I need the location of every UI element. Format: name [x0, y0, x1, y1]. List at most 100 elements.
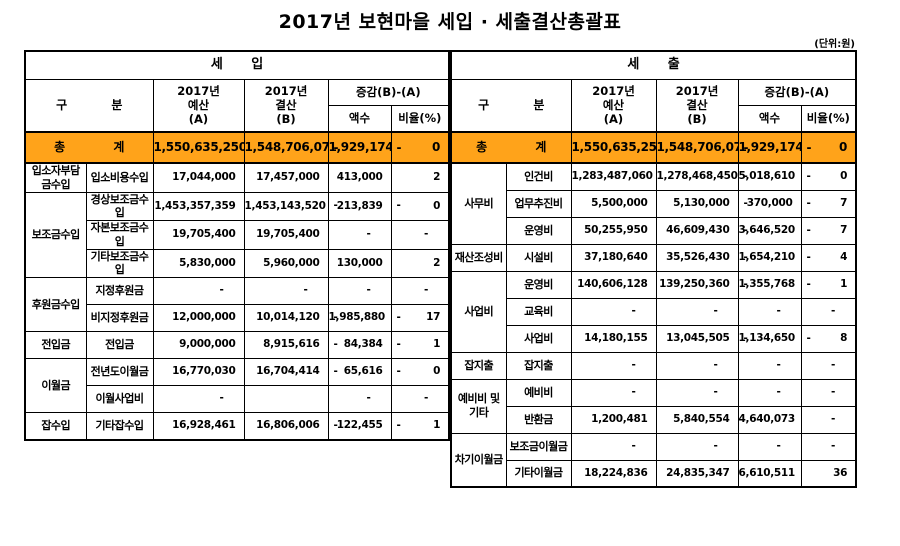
diff-ratio-cell: -	[390, 385, 450, 413]
item-cell: 업무추진비	[505, 189, 572, 218]
group-cell: 보조금수입	[24, 191, 87, 278]
budget-cell: -	[570, 351, 657, 380]
item-cell: 교육비	[505, 297, 572, 326]
diff-amount-cell: -1,654,210	[737, 243, 802, 272]
income-table: 세 입 구 분 2017년 예산 (A) 2017년 결산 (B) 증감(B)-…	[24, 50, 451, 441]
settlement-header: 2017년 결산 (B)	[243, 78, 329, 133]
settlement-cell: 1,548,706,076	[243, 131, 329, 164]
table-row: 기타이월금 18,224,836 24,835,347 6,610,511 36	[451, 459, 857, 488]
diff-amount-cell: 4,640,073	[737, 405, 802, 434]
table-row: 이월금 전년도이월금 16,770,030 16,704,414 -65,616…	[24, 358, 450, 413]
settlement-cell: 1,453,143,520	[243, 191, 329, 221]
budget-cell: 37,180,640	[570, 243, 657, 272]
settlement-cell: -	[243, 277, 329, 305]
diff-amount-cell: -213,839	[327, 191, 392, 221]
budget-cell: 1,283,487,060	[570, 162, 657, 191]
diff-amount-cell: 130,000	[327, 248, 392, 278]
item-cell: 전년도이월금	[85, 358, 154, 386]
settlement-cell	[243, 385, 329, 413]
diff-ratio-cell: -4	[800, 243, 857, 272]
settlement-cell: 46,609,430	[655, 216, 739, 245]
item-cell: 운영비	[505, 216, 572, 245]
diff-amount-cell: -84,384	[327, 331, 392, 359]
diff-ratio-cell: -0	[800, 162, 857, 191]
income-section-header: 세 입	[24, 50, 450, 80]
item-cell: 입소비용수입	[85, 162, 154, 193]
group-cell: 차기이월금	[450, 432, 507, 488]
budget-cell: -	[152, 385, 245, 413]
diff-ratio-cell: -1	[800, 270, 857, 299]
diff-ratio-cell: -17	[390, 304, 450, 332]
table-row: 후원금수입 지정후원금 - - - -	[24, 277, 450, 332]
expenditure-table: 세 출 구 분 2017년 예산 (A) 2017년 결산 (B) 증감(B)-…	[450, 50, 858, 488]
budget-cell: 1,550,635,250	[152, 131, 245, 164]
diff-ratio-cell: -1	[390, 412, 450, 440]
item-cell: 경상보조금수입	[85, 191, 154, 221]
budget-cell: 1,200,481	[570, 405, 657, 434]
budget-cell: 19,705,400	[152, 220, 245, 250]
diff-ratio-cell: -	[800, 378, 857, 407]
diff-amount-cell: -3,646,520	[737, 216, 802, 245]
diff-amount-cell: -	[737, 351, 802, 380]
budget-cell: 5,500,000	[570, 189, 657, 218]
item-cell: 잡지출	[505, 351, 572, 380]
item-cell: 사업비	[505, 324, 572, 353]
diff-amount-cell: 6,610,511	[737, 459, 802, 488]
category-header: 구 분	[24, 78, 154, 133]
diff-amount-cell: -1,134,650	[737, 324, 802, 353]
diff-amount-cell: -370,000	[737, 189, 802, 218]
item-cell: 기타이월금	[505, 459, 572, 488]
table-row: 전입금 전입금 9,000,000 8,915,616 -84,384 -1	[24, 331, 450, 359]
budget-cell: -	[570, 378, 657, 407]
settlement-cell: 5,840,554	[655, 405, 739, 434]
budget-cell: 16,770,030	[152, 358, 245, 386]
income-total-row: 총 계 1,550,635,250 1,548,706,076 -1,929,1…	[24, 131, 450, 164]
diff-ratio-cell: -0	[800, 131, 857, 164]
item-cell: 이월사업비	[85, 385, 154, 413]
settlement-cell: -	[655, 378, 739, 407]
diff-ratio-cell: -	[390, 277, 450, 305]
diff-ratio-cell: -	[800, 432, 857, 461]
group-cell: 잡지출	[450, 351, 507, 380]
ratio-header: 비율(%)	[800, 104, 857, 133]
diff-amount-cell: -1,929,174	[737, 131, 802, 164]
diff-amount-cell: -	[327, 220, 392, 250]
budget-cell: 17,044,000	[152, 162, 245, 193]
total-label: 총 계	[450, 131, 572, 164]
diff-ratio-cell: -1	[390, 331, 450, 359]
group-cell: 전입금	[24, 331, 87, 359]
table-row: 잡지출 잡지출 - - - -	[450, 351, 857, 380]
diff-ratio-cell: -	[800, 405, 857, 434]
diff-amount-cell: -	[737, 297, 802, 326]
item-cell: 비지정후원금	[85, 304, 154, 332]
item-cell: 시설비	[505, 243, 572, 272]
settlement-cell: 16,704,414	[243, 358, 329, 386]
diff-amount-cell: 413,000	[327, 162, 392, 193]
change-header: 증감(B)-(A)	[737, 78, 857, 106]
budget-cell: 16,928,461	[152, 412, 245, 440]
item-cell: 기타잡수입	[85, 412, 154, 440]
table-row: 이월사업비 - - -	[25, 385, 450, 413]
settlement-cell: 24,835,347	[655, 459, 739, 488]
amount-header: 액수	[737, 104, 802, 133]
item-cell: 자본보조금수입	[85, 220, 154, 250]
settlement-cell: 10,014,120	[243, 304, 329, 332]
table-row: 운영비 50,255,950 46,609,430 -3,646,520 -7	[451, 216, 857, 245]
group-cell: 입소자부담 금수입	[24, 162, 87, 193]
diff-ratio-cell: -8	[800, 324, 857, 353]
group-cell: 잡수입	[24, 412, 87, 440]
diff-amount-cell: -1,985,880	[327, 304, 392, 332]
settlement-cell: 19,705,400	[243, 220, 329, 250]
diff-ratio-cell: -0	[390, 191, 450, 221]
diff-amount-cell: -1,355,768	[737, 270, 802, 299]
category-header: 구 분	[450, 78, 572, 133]
table-row: 업무추진비 5,500,000 5,130,000 -370,000 -7	[451, 189, 857, 218]
change-header: 증감(B)-(A)	[327, 78, 450, 106]
diff-ratio-cell: 36	[800, 459, 857, 488]
diff-amount-cell: -5,018,610	[737, 162, 802, 191]
budget-cell: -	[152, 277, 245, 305]
diff-amount-cell: -	[327, 385, 392, 413]
expense-total-row: 총 계 1,550,635,250 1,548,706,076 -1,929,1…	[450, 131, 857, 164]
settlement-cell: 35,526,430	[655, 243, 739, 272]
ratio-header: 비율(%)	[390, 104, 450, 133]
